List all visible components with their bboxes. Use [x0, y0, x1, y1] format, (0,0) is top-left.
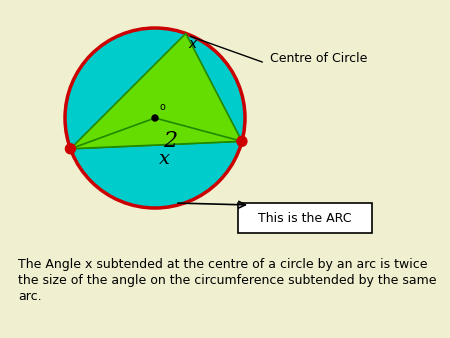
- Text: The Angle x subtended at the centre of a circle by an arc is twice: The Angle x subtended at the centre of a…: [18, 258, 427, 271]
- Circle shape: [152, 115, 158, 121]
- Text: Centre of Circle: Centre of Circle: [270, 51, 367, 65]
- Circle shape: [65, 144, 76, 154]
- Text: x: x: [189, 38, 197, 51]
- FancyBboxPatch shape: [238, 203, 372, 233]
- Circle shape: [237, 136, 247, 146]
- Text: arc.: arc.: [18, 290, 41, 303]
- Text: x: x: [159, 150, 170, 168]
- Text: This is the ARC: This is the ARC: [258, 212, 352, 224]
- Text: 2: 2: [163, 130, 177, 152]
- Text: o: o: [160, 102, 166, 112]
- Polygon shape: [71, 118, 242, 149]
- Text: the size of the angle on the circumference subtended by the same: the size of the angle on the circumferen…: [18, 274, 436, 287]
- Polygon shape: [71, 33, 242, 149]
- Circle shape: [65, 28, 245, 208]
